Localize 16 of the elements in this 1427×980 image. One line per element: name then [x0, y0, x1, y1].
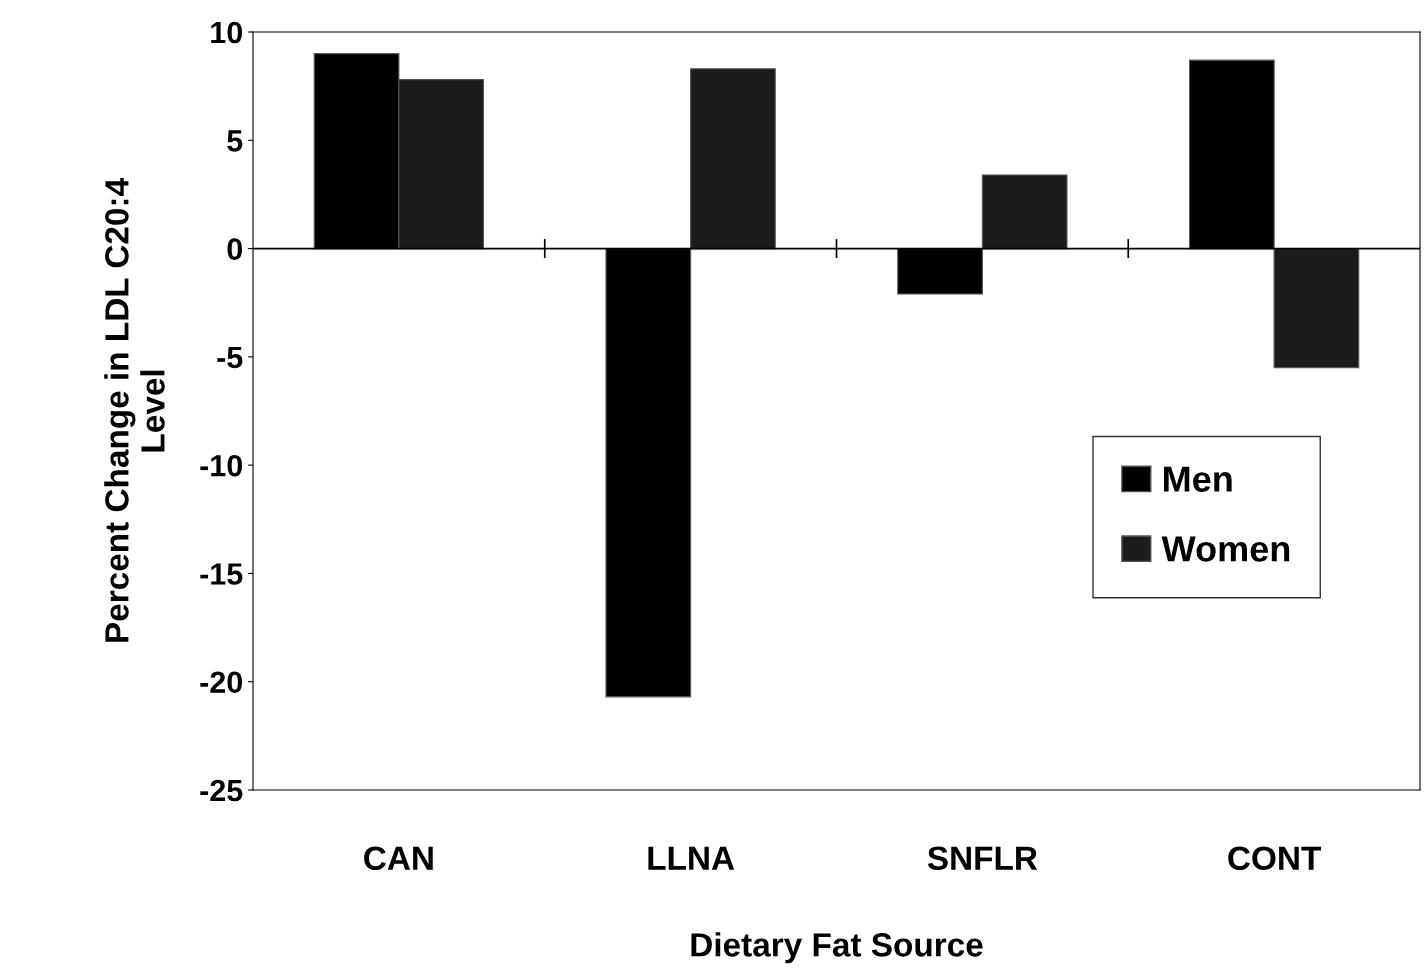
y-tick-label: -10	[200, 454, 243, 477]
y-tick-label: 5	[227, 130, 243, 152]
y-tick-label: 10	[211, 21, 243, 44]
x-tick-label: SNFLR	[927, 846, 1038, 871]
y-tick-label: -25	[200, 779, 243, 802]
legend-label: Women	[1161, 536, 1290, 562]
legend-label: Men	[1164, 466, 1232, 492]
y-tick-label: -15	[200, 563, 243, 585]
x-tick-label: CONT	[1228, 846, 1321, 871]
y-tick-label: -5	[217, 346, 243, 369]
y-axis-title: Percent Change in LDL C20:4 Level	[104, 178, 165, 642]
x-tick-label: LLNA	[648, 846, 735, 870]
y-tick-label: 0	[227, 238, 243, 260]
y-tick-label: -20	[200, 671, 243, 694]
x-axis-title: Dietary Fat Source	[691, 932, 983, 964]
x-tick-label: CAN	[364, 846, 433, 871]
